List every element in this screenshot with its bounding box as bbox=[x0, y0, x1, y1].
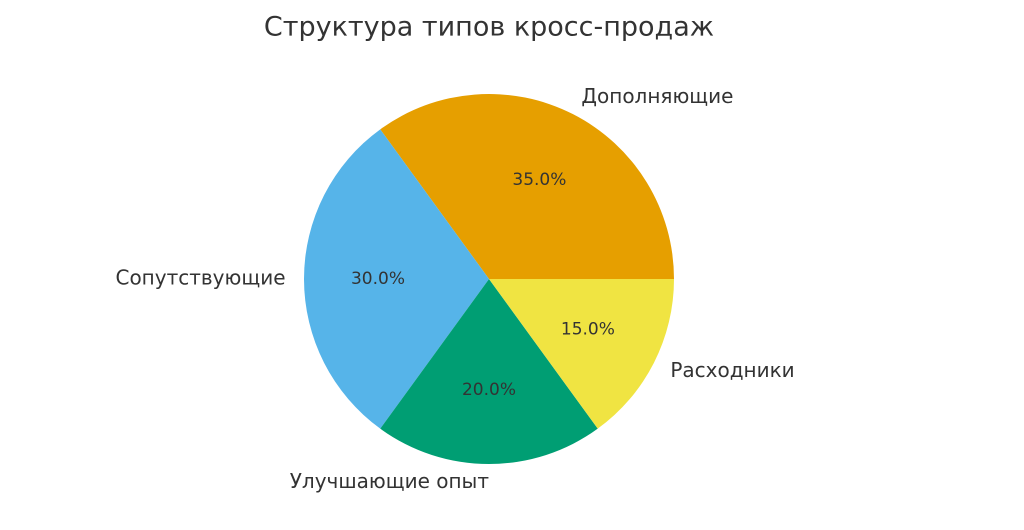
pie-slice bbox=[489, 279, 674, 429]
slice-label: Улучшающие опыт bbox=[290, 469, 490, 493]
chart-title: Структура типов кросс-продаж bbox=[264, 12, 714, 43]
slice-label: Дополняющие bbox=[581, 84, 733, 108]
value-label: 35.0% bbox=[512, 170, 566, 190]
pie-slice bbox=[380, 94, 674, 279]
pie-slice bbox=[304, 129, 489, 429]
value-label: 20.0% bbox=[462, 380, 516, 400]
value-label: 30.0% bbox=[351, 269, 405, 289]
value-label: 15.0% bbox=[561, 319, 615, 339]
pie-slice bbox=[380, 279, 598, 465]
slice-label: Сопутствующие bbox=[115, 266, 285, 290]
slice-label: Расходники bbox=[670, 358, 794, 382]
